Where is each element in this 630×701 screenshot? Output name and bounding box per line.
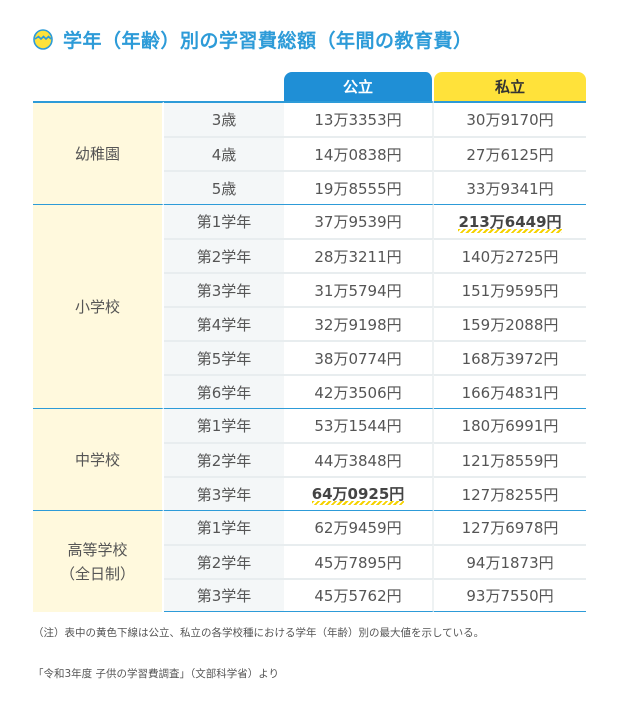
school-type-cell: 高等学校 （全日制） <box>33 510 164 612</box>
private-cost-cell: 140万2725円 <box>434 238 586 272</box>
school-type-cell: 小学校 <box>33 204 164 408</box>
grade-cell: 第2学年 <box>164 442 284 476</box>
grade-cell: 第3学年 <box>164 272 284 306</box>
public-cost-cell: 45万7895円 <box>284 544 434 578</box>
public-cost-cell: 13万3353円 <box>284 102 434 136</box>
public-cost-cell: 53万1544円 <box>284 408 434 442</box>
title-bar: 学年（年齢）別の学習費総額（年間の教育費） <box>32 24 473 54</box>
max-public-value: 64万0925円 <box>312 483 405 505</box>
egg-icon <box>32 28 54 50</box>
public-cost-cell: 38万0774円 <box>284 340 434 374</box>
grade-cell: 4歳 <box>164 136 284 170</box>
source-note: 「令和3年度 子供の学習費調査」（文部科学省）より <box>33 666 279 681</box>
public-cost-cell: 62万9459円 <box>284 510 434 544</box>
school-type-cell: 中学校 <box>33 408 164 510</box>
private-cost-cell: 159万2088円 <box>434 306 586 340</box>
private-cost-cell: 27万6125円 <box>434 136 586 170</box>
private-cost-cell: 213万6449円 <box>434 204 586 238</box>
grade-cell: 3歳 <box>164 102 284 136</box>
grade-cell: 第1学年 <box>164 204 284 238</box>
public-cost-cell: 44万3848円 <box>284 442 434 476</box>
public-cost-cell: 28万3211円 <box>284 238 434 272</box>
grade-cell: 第2学年 <box>164 544 284 578</box>
public-cost-cell: 31万5794円 <box>284 272 434 306</box>
public-cost-cell: 64万0925円 <box>284 476 434 510</box>
private-cost-cell: 151万9595円 <box>434 272 586 306</box>
private-cost-cell: 33万9341円 <box>434 170 586 204</box>
public-cost-cell: 45万5762円 <box>284 578 434 612</box>
private-cost-cell: 168万3972円 <box>434 340 586 374</box>
private-cost-cell: 127万6978円 <box>434 510 586 544</box>
table-row: 高等学校 （全日制） 第1学年 62万9459円 127万6978円 <box>33 510 586 544</box>
table-row: 中学校 第1学年 53万1544円 180万6991円 <box>33 408 586 442</box>
grade-cell: 第3学年 <box>164 476 284 510</box>
public-cost-cell: 32万9198円 <box>284 306 434 340</box>
school-type-label: 小学校 <box>33 295 162 319</box>
private-cost-cell: 166万4831円 <box>434 374 586 408</box>
school-type-sublabel: （全日制） <box>33 562 162 586</box>
header-private: 私立 <box>434 72 586 102</box>
education-cost-table: 公立 私立 幼稚園 3歳 13万3353円 30万9170円 4歳 14万0838円 27万… <box>33 72 586 612</box>
private-cost-cell: 180万6991円 <box>434 408 586 442</box>
private-cost-cell: 121万8559円 <box>434 442 586 476</box>
private-cost-cell: 127万8255円 <box>434 476 586 510</box>
grade-cell: 第2学年 <box>164 238 284 272</box>
public-cost-cell: 42万3506円 <box>284 374 434 408</box>
table-row: 小学校 第1学年 37万9539円 213万6449円 <box>33 204 586 238</box>
grade-cell: 第5学年 <box>164 340 284 374</box>
footnote: （注）表中の黄色下線は公立、私立の各学校種における学年（年齢）別の最大値を示して… <box>33 625 484 640</box>
school-type-label: 幼稚園 <box>33 142 162 166</box>
private-cost-cell: 30万9170円 <box>434 102 586 136</box>
public-cost-cell: 19万8555円 <box>284 170 434 204</box>
header-public: 公立 <box>284 72 434 102</box>
max-private-value: 213万6449円 <box>458 211 561 233</box>
grade-cell: 第3学年 <box>164 578 284 612</box>
school-type-cell: 幼稚園 <box>33 102 164 204</box>
private-cost-cell: 94万1873円 <box>434 544 586 578</box>
school-type-label: 中学校 <box>33 448 162 472</box>
grade-cell: 第1学年 <box>164 510 284 544</box>
public-cost-cell: 14万0838円 <box>284 136 434 170</box>
school-type-label: 高等学校 <box>33 538 162 562</box>
grade-cell: 第6学年 <box>164 374 284 408</box>
header-blank <box>33 72 284 102</box>
grade-cell: 第1学年 <box>164 408 284 442</box>
grade-cell: 第4学年 <box>164 306 284 340</box>
public-cost-cell: 37万9539円 <box>284 204 434 238</box>
grade-cell: 5歳 <box>164 170 284 204</box>
table-row: 幼稚園 3歳 13万3353円 30万9170円 <box>33 102 586 136</box>
page-title: 学年（年齢）別の学習費総額（年間の教育費） <box>63 26 473 53</box>
private-cost-cell: 93万7550円 <box>434 578 586 612</box>
